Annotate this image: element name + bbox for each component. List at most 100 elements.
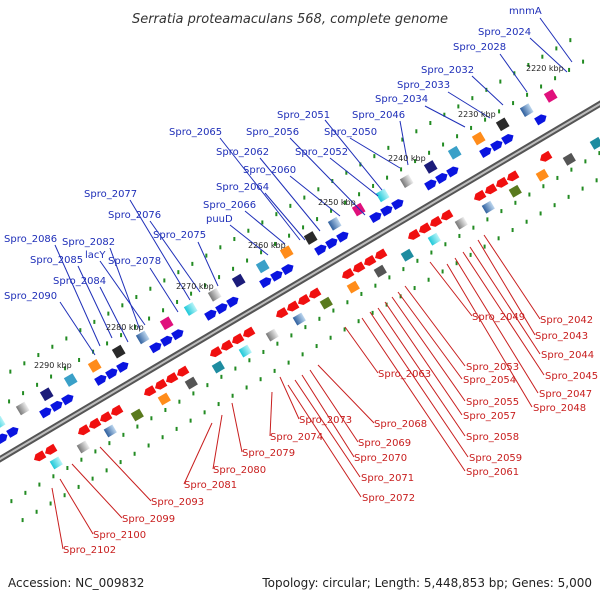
gene-label[interactable]: Spro_2093 bbox=[151, 497, 204, 508]
gene-label[interactable]: Spro_2079 bbox=[242, 448, 295, 459]
gene-label[interactable]: Spro_2042 bbox=[540, 315, 593, 326]
track-dot bbox=[372, 183, 375, 188]
feature-block-icon bbox=[111, 344, 126, 359]
gene-label[interactable]: Spro_2044 bbox=[541, 350, 594, 361]
reverse-gene-icon bbox=[298, 294, 311, 306]
gene-label[interactable]: Spro_2055 bbox=[466, 397, 519, 408]
gene-label[interactable]: Spro_2024 bbox=[478, 27, 531, 38]
forward-gene-icon bbox=[39, 407, 52, 419]
gene-label[interactable]: Spro_2102 bbox=[63, 545, 116, 556]
kbp-tick: 2240 kbp bbox=[388, 154, 426, 163]
feature-block-icon bbox=[508, 184, 522, 198]
forward-gene-icon bbox=[336, 231, 349, 243]
gene-label[interactable]: Spro_2078 bbox=[108, 256, 161, 267]
gene-label[interactable]: Spro_2070 bbox=[354, 453, 407, 464]
gene-label[interactable]: Spro_2061 bbox=[466, 467, 519, 478]
gene-label[interactable]: Spro_2085 bbox=[30, 255, 83, 266]
gene-label[interactable]: Spro_2074 bbox=[270, 432, 323, 443]
gene-label[interactable]: Spro_2051 bbox=[277, 110, 330, 121]
feature-block-icon-rect bbox=[351, 202, 366, 217]
gene-label[interactable]: lacY bbox=[85, 250, 106, 261]
gene-label[interactable]: Spro_2048 bbox=[533, 403, 586, 414]
forward-gene-icon-shape bbox=[105, 368, 118, 380]
feature-block-icon-rect bbox=[63, 373, 78, 387]
gene-label[interactable]: Spro_2043 bbox=[535, 331, 588, 342]
track-dot bbox=[106, 341, 109, 346]
forward-gene-icon-shape bbox=[94, 374, 107, 386]
track-dot bbox=[66, 465, 69, 470]
track-dot bbox=[458, 233, 461, 238]
feature-block-icon-rect bbox=[231, 273, 246, 288]
gene-label[interactable]: Spro_2086 bbox=[4, 234, 57, 245]
track-dot bbox=[595, 178, 598, 183]
track-dot bbox=[259, 377, 262, 382]
gene-label[interactable]: Spro_2049 bbox=[472, 312, 525, 323]
forward-gene-icon bbox=[160, 335, 173, 347]
gene-label[interactable]: Spro_2100 bbox=[93, 530, 146, 541]
gene-label[interactable]: Spro_2065 bbox=[169, 127, 222, 138]
gene-label[interactable]: mnmA bbox=[509, 6, 542, 17]
gene-label[interactable]: Spro_2068 bbox=[374, 419, 427, 430]
feature-block-icon-rect bbox=[399, 174, 414, 189]
gene-label[interactable]: Spro_2081 bbox=[184, 480, 237, 491]
track-dot bbox=[428, 150, 431, 155]
gene-label[interactable]: puuD bbox=[206, 214, 233, 225]
gene-label[interactable]: Spro_2069 bbox=[358, 438, 411, 449]
gene-label[interactable]: Spro_2050 bbox=[324, 127, 377, 138]
gene-label[interactable]: Spro_2052 bbox=[295, 147, 348, 158]
gene-label[interactable]: Spro_2028 bbox=[453, 42, 506, 53]
gene-label[interactable]: Spro_2062 bbox=[216, 147, 269, 158]
gene-label[interactable]: Spro_2066 bbox=[203, 200, 256, 211]
leader-line bbox=[397, 291, 463, 380]
track-dot bbox=[304, 325, 307, 330]
track-dot bbox=[80, 457, 83, 462]
gene-label[interactable]: Spro_2045 bbox=[545, 371, 598, 382]
gene-label[interactable]: Spro_2032 bbox=[421, 65, 474, 76]
gene-label[interactable]: Spro_2033 bbox=[397, 80, 450, 91]
bottom-gene-labels: Spro_2042 Spro_2043 Spro_2044 Spro_2045 … bbox=[63, 312, 598, 556]
gene-label[interactable]: Spro_2060 bbox=[243, 165, 296, 176]
gene-label[interactable]: Spro_2072 bbox=[362, 493, 415, 504]
feature-block-icon bbox=[279, 245, 294, 260]
feature-block-icon-rect bbox=[373, 264, 387, 278]
gene-label[interactable]: Spro_2099 bbox=[122, 514, 175, 525]
track-dot bbox=[217, 402, 220, 407]
track-dot bbox=[245, 385, 248, 390]
gene-label[interactable]: Spro_2046 bbox=[352, 110, 405, 121]
top-gene-labels: mnmA Spro_2024 Spro_2028 Spro_2032 Spro_… bbox=[4, 6, 542, 302]
feature-block-icon bbox=[130, 408, 144, 422]
gene-label[interactable]: Spro_2090 bbox=[4, 291, 57, 302]
gene-label[interactable]: Spro_2059 bbox=[469, 453, 522, 464]
track-dot bbox=[10, 499, 13, 504]
gene-label[interactable]: Spro_2077 bbox=[84, 189, 137, 200]
feature-block-icon bbox=[0, 415, 6, 430]
reverse-gene-icon-shape bbox=[496, 176, 509, 188]
track-dot bbox=[51, 344, 54, 349]
gene-label[interactable]: Spro_2053 bbox=[466, 362, 519, 373]
gene-label[interactable]: Spro_2075 bbox=[153, 230, 206, 241]
track-dot bbox=[178, 399, 181, 404]
reverse-gene-icon bbox=[441, 209, 454, 221]
gene-label[interactable]: Spro_2080 bbox=[213, 465, 266, 476]
gene-label[interactable]: Spro_2057 bbox=[463, 411, 516, 422]
gene-label[interactable]: Spro_2073 bbox=[299, 415, 352, 426]
feature-block-icon-rect bbox=[543, 89, 558, 103]
gene-label[interactable]: Spro_2071 bbox=[361, 473, 414, 484]
leader-line bbox=[183, 422, 213, 485]
gene-label[interactable]: Spro_2082 bbox=[62, 237, 115, 248]
reverse-gene-icon-shape bbox=[166, 372, 179, 384]
reverse-gene-icon-shape bbox=[232, 333, 245, 345]
track-dot bbox=[329, 335, 332, 340]
gene-label[interactable]: Spro_2047 bbox=[539, 389, 592, 400]
gene-label[interactable]: Spro_2056 bbox=[246, 127, 299, 138]
leader-line bbox=[287, 384, 362, 498]
reverse-gene-icon bbox=[408, 228, 421, 240]
gene-label[interactable]: Spro_2064 bbox=[216, 182, 269, 193]
gene-label[interactable]: Spro_2054 bbox=[463, 375, 516, 386]
reverse-gene-icon-shape bbox=[210, 346, 223, 358]
gene-label[interactable]: Spro_2058 bbox=[466, 432, 519, 443]
gene-label[interactable]: Spro_2034 bbox=[375, 94, 428, 105]
gene-label[interactable]: Spro_2063 bbox=[378, 369, 431, 380]
gene-label[interactable]: Spro_2076 bbox=[108, 210, 161, 221]
gene-label[interactable]: Spro_2084 bbox=[53, 276, 106, 287]
